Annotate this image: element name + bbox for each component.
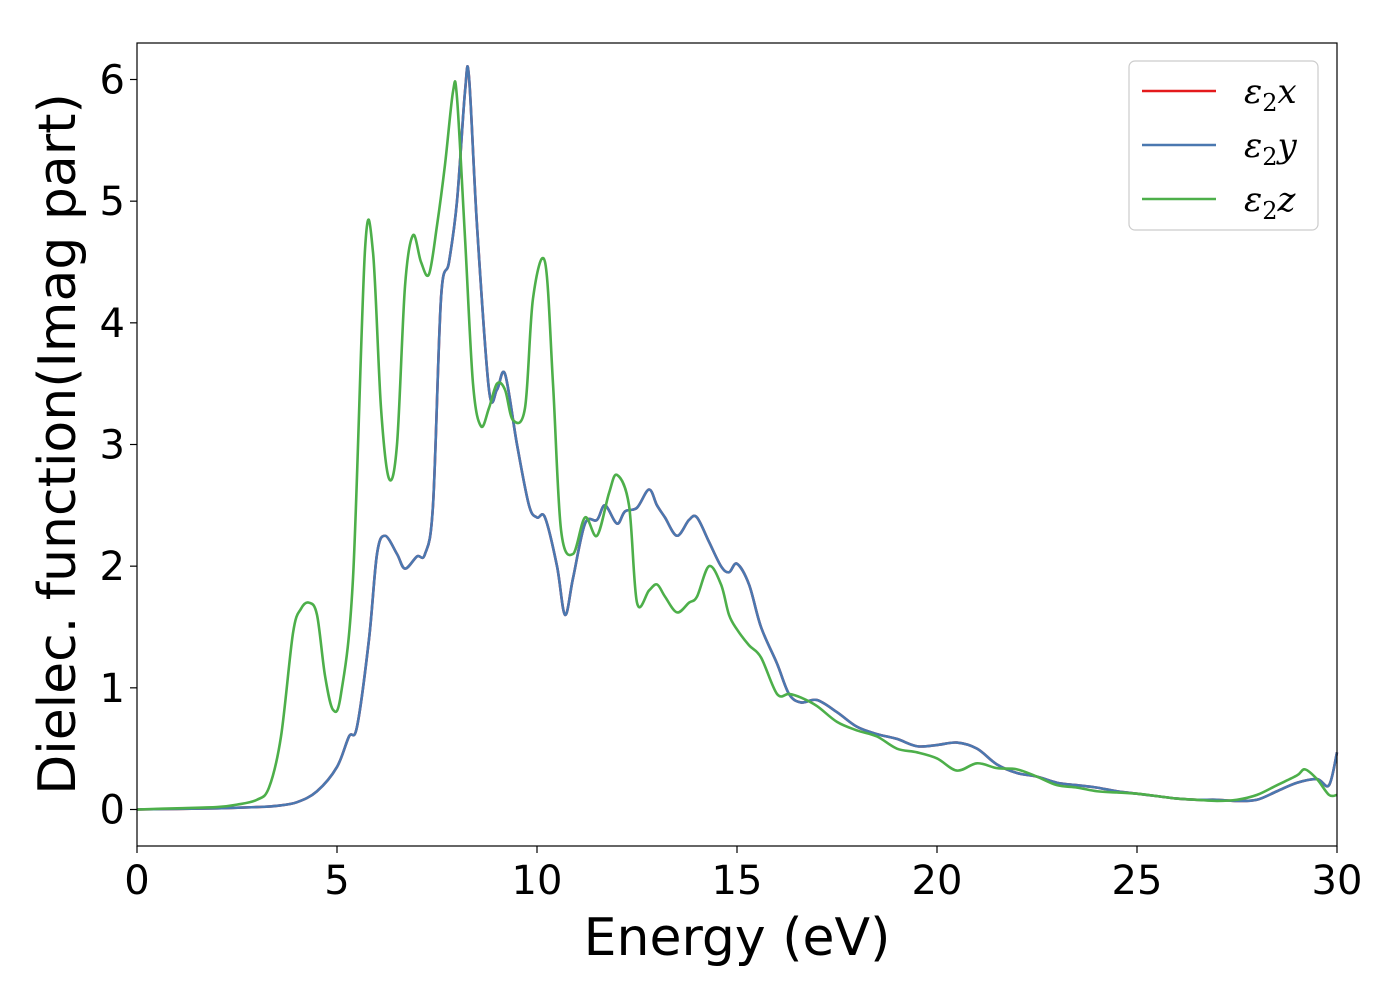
series-line-y bbox=[136, 65, 1339, 811]
legend-label-x: ε2x bbox=[1244, 72, 1297, 117]
legend-label-z: ε2z bbox=[1244, 180, 1297, 225]
legend-box bbox=[1128, 60, 1319, 231]
x-tick-label: 5 bbox=[324, 858, 349, 904]
x-axis-title: Energy (eV) bbox=[584, 908, 891, 968]
legend-label-y: ε2y bbox=[1244, 126, 1298, 171]
x-tick-label: 0 bbox=[124, 858, 149, 904]
y-tick-label: 5 bbox=[100, 179, 125, 225]
y-tick-label: 3 bbox=[100, 423, 125, 469]
x-tick-label: 20 bbox=[912, 858, 963, 904]
y-tick-label: 6 bbox=[100, 58, 125, 104]
legend: ε2x ε2y ε2z bbox=[1128, 60, 1319, 231]
x-tick-label: 30 bbox=[1312, 858, 1363, 904]
y-axis: 0 1 2 3 4 5 6 bbox=[100, 58, 137, 834]
y-tick-label: 2 bbox=[100, 544, 125, 590]
y-tick-label: 4 bbox=[100, 301, 125, 347]
y-tick-label: 1 bbox=[100, 666, 125, 712]
x-tick-label: 25 bbox=[1112, 858, 1163, 904]
series-line-z bbox=[136, 80, 1338, 811]
x-tick-label: 10 bbox=[512, 858, 563, 904]
y-axis-title: Dielec. function(Imag part) bbox=[28, 93, 88, 795]
y-tick-label: 0 bbox=[100, 788, 125, 834]
x-tick-label: 15 bbox=[712, 858, 763, 904]
series-layer bbox=[136, 65, 1339, 811]
x-axis: 0 5 10 15 20 25 30 bbox=[124, 846, 1362, 904]
